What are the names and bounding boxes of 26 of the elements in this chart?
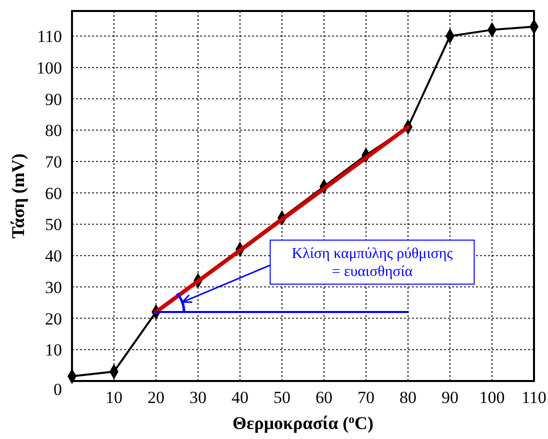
y-tick-label: 60 bbox=[45, 184, 62, 203]
y-tick-label: 0 bbox=[54, 380, 62, 399]
y-tick-label: 100 bbox=[36, 58, 62, 78]
y-tick-label: 110 bbox=[37, 27, 62, 46]
x-tick-label: 30 bbox=[190, 388, 206, 407]
y-tick-label: 10 bbox=[45, 340, 62, 360]
y-tick-label: 50 bbox=[45, 215, 62, 234]
x-tick-label: 100 bbox=[479, 388, 505, 407]
y-tick-label: 90 bbox=[45, 90, 62, 109]
x-tick-label: 60 bbox=[316, 388, 332, 407]
x-tick-label: 110 bbox=[522, 388, 546, 407]
x-tick-label: 70 bbox=[358, 388, 374, 407]
y-axis-title: Τάση (mV) bbox=[8, 154, 28, 238]
y-tick-label: 70 bbox=[45, 152, 62, 172]
x-tick-label: 40 bbox=[232, 388, 248, 407]
x-axis-title: Θερμοκρασία ($^{o}$C) bbox=[232, 412, 374, 433]
x-tick-label: 90 bbox=[442, 388, 458, 407]
y-tick-label: 20 bbox=[45, 309, 62, 328]
x-tick-label: 50 bbox=[274, 388, 290, 407]
x-tick-label: 10 bbox=[106, 388, 122, 407]
y-tick-label: 80 bbox=[45, 121, 62, 140]
y-tick-label: 30 bbox=[45, 278, 62, 297]
y-tick-label: 40 bbox=[45, 246, 62, 266]
x-tick-label: 20 bbox=[148, 388, 164, 407]
annotation: Κλίση καμπύλης ρύθμισης = ευαισθησία bbox=[292, 246, 453, 280]
x-tick-label: 80 bbox=[400, 388, 416, 407]
